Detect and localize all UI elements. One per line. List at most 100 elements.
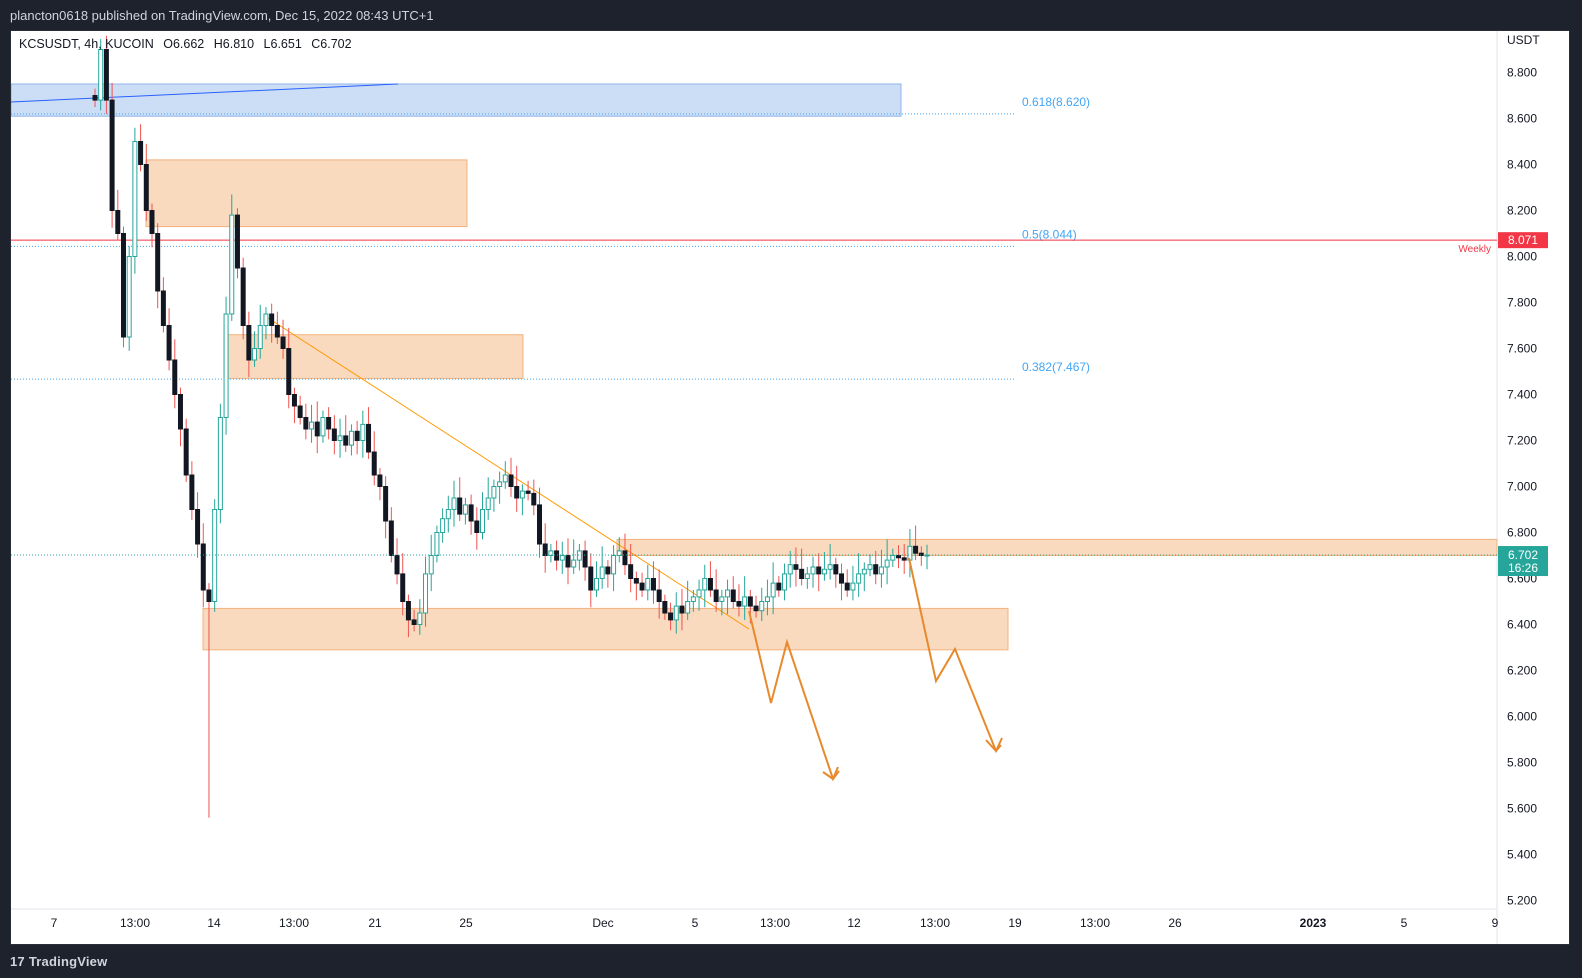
candle-body[interactable] — [799, 568, 805, 579]
candle-body[interactable] — [662, 601, 668, 614]
candle-body[interactable] — [166, 325, 172, 361]
candle-body[interactable] — [155, 233, 161, 292]
orange-zone[interactable] — [145, 159, 468, 228]
candle-body[interactable] — [656, 589, 662, 602]
candle-body[interactable] — [839, 573, 845, 584]
candle-body[interactable] — [286, 348, 292, 395]
candle-body[interactable] — [348, 430, 354, 446]
candle-body[interactable] — [622, 550, 628, 566]
candle-body[interactable] — [782, 573, 788, 591]
candle-body[interactable] — [725, 589, 731, 598]
price-chart[interactable]: 0.618(8.620) 0.5(8.044) 0.382(7.467) Weekly… — [11, 31, 1569, 944]
candle-body[interactable] — [143, 164, 149, 211]
candle-body[interactable] — [633, 578, 639, 584]
candle-body[interactable] — [645, 578, 651, 591]
candle-body[interactable] — [98, 49, 104, 101]
candle-body[interactable] — [485, 497, 491, 510]
candle-body[interactable] — [212, 509, 218, 602]
candle-body[interactable] — [411, 619, 417, 626]
candle-body[interactable] — [451, 497, 457, 510]
candle-body[interactable] — [263, 313, 269, 326]
chart-area[interactable]: 0.618(8.620) 0.5(8.044) 0.382(7.467) Weekly… — [10, 30, 1570, 945]
candle-body[interactable] — [861, 568, 867, 575]
candle-body[interactable] — [405, 601, 411, 621]
candle-body[interactable] — [160, 290, 166, 326]
candle-body[interactable] — [690, 596, 696, 603]
candle-body[interactable] — [320, 417, 326, 437]
candle-body[interactable] — [223, 313, 229, 418]
candle-body[interactable] — [764, 596, 770, 603]
candle-body[interactable] — [707, 578, 713, 591]
orange-zone[interactable] — [616, 538, 1498, 556]
candle-body[interactable] — [793, 564, 799, 570]
candle-body[interactable] — [491, 486, 497, 499]
candle-body[interactable] — [206, 589, 212, 602]
candle-body[interactable] — [559, 555, 565, 561]
candle-body[interactable] — [132, 141, 138, 257]
candle-body[interactable] — [742, 596, 748, 607]
candle-body[interactable] — [747, 596, 753, 607]
candle-body[interactable] — [303, 417, 309, 430]
candle-body[interactable] — [639, 582, 645, 591]
candle-body[interactable] — [394, 555, 400, 575]
candle-body[interactable] — [599, 566, 605, 579]
candle-body[interactable] — [884, 559, 890, 568]
candle-body[interactable] — [103, 49, 109, 101]
candle-body[interactable] — [736, 601, 742, 607]
tradingview-logo[interactable]: 17 TradingView — [10, 954, 107, 969]
candle-body[interactable] — [514, 486, 520, 499]
candle-body[interactable] — [229, 214, 235, 315]
candle-body[interactable] — [605, 566, 611, 575]
candle-body[interactable] — [616, 550, 622, 557]
candle-body[interactable] — [833, 564, 839, 575]
candle-body[interactable] — [445, 509, 451, 520]
candle-body[interactable] — [827, 564, 833, 570]
candle-body[interactable] — [377, 474, 383, 487]
candle-body[interactable] — [565, 555, 571, 568]
candle-body[interactable] — [536, 504, 542, 545]
candle-body[interactable] — [508, 474, 514, 487]
candle-body[interactable] — [719, 596, 725, 603]
candle-body[interactable] — [856, 573, 862, 584]
candle-body[interactable] — [913, 545, 919, 554]
candle-body[interactable] — [713, 589, 719, 602]
candle-body[interactable] — [366, 423, 372, 453]
orange-zone[interactable] — [202, 607, 1009, 651]
candle-body[interactable] — [326, 417, 332, 430]
candle-body[interactable] — [668, 612, 674, 621]
candle-body[interactable] — [901, 557, 907, 561]
candle-body[interactable] — [200, 543, 206, 591]
candle-body[interactable] — [804, 573, 810, 580]
candle-body[interactable] — [343, 435, 349, 446]
candle-body[interactable] — [417, 612, 423, 625]
candle-body[interactable] — [650, 578, 656, 591]
candle-body[interactable] — [497, 481, 503, 487]
candle-body[interactable] — [673, 605, 679, 621]
candle-body[interactable] — [371, 451, 377, 476]
candle-body[interactable] — [172, 359, 178, 395]
candle-body[interactable] — [462, 504, 468, 515]
candle-body[interactable] — [183, 428, 189, 476]
orange-zone[interactable] — [223, 334, 524, 379]
candle-body[interactable] — [428, 555, 434, 575]
candle-body[interactable] — [309, 421, 315, 430]
symbol-label[interactable]: KCSUSDT, 4h, KUCOIN — [19, 37, 154, 51]
candle-body[interactable] — [217, 417, 223, 510]
candle-body[interactable] — [468, 504, 474, 522]
candle-body[interactable] — [240, 267, 246, 326]
candle-body[interactable] — [588, 566, 594, 591]
descending-trendline[interactable] — [267, 317, 750, 630]
candle-body[interactable] — [388, 520, 394, 556]
candle-body[interactable] — [611, 555, 617, 575]
last-price-tag[interactable] — [1498, 546, 1548, 577]
candle-body[interactable] — [354, 430, 360, 441]
candle-body[interactable] — [696, 589, 702, 598]
candle-body[interactable] — [109, 99, 115, 211]
candle-body[interactable] — [297, 405, 303, 418]
candle-body[interactable] — [280, 336, 286, 349]
candle-body[interactable] — [576, 550, 582, 561]
candle-body[interactable] — [628, 564, 634, 580]
candle-body[interactable] — [337, 435, 343, 441]
candle-body[interactable] — [92, 95, 98, 101]
candle-body[interactable] — [787, 564, 793, 575]
